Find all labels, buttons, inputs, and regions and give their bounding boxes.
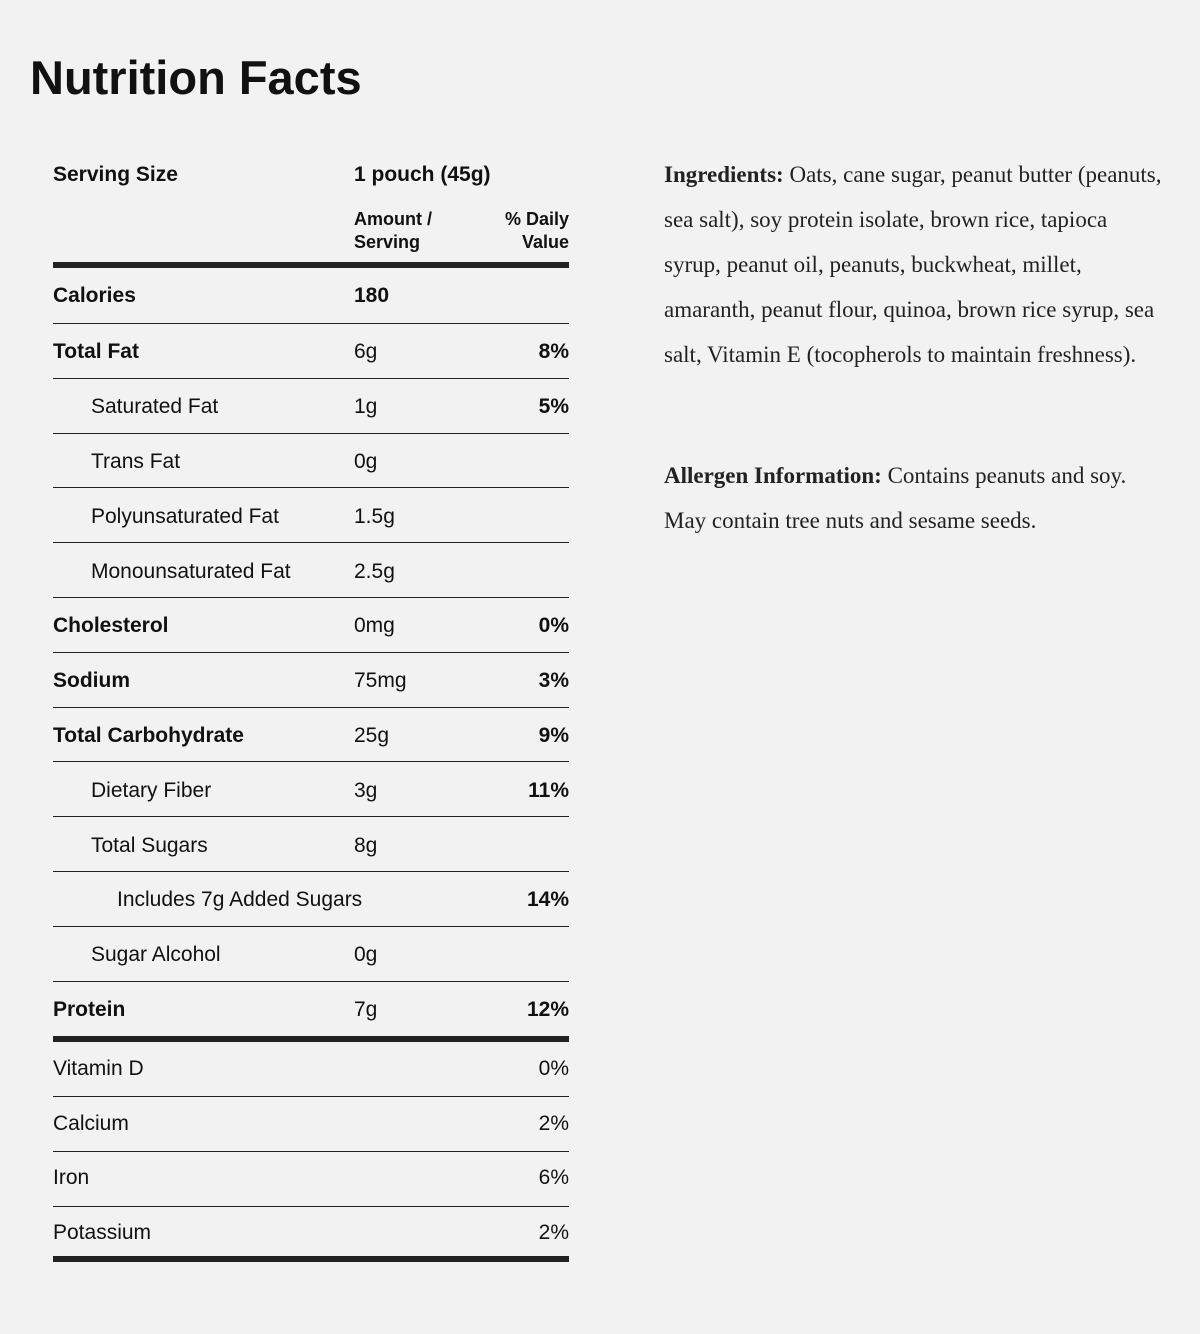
nutrient-label: Polyunsaturated Fat [91,504,279,528]
row-rule [53,1205,569,1207]
nutrient-daily-value: 5% [538,395,569,419]
nutrient-amount: 8g [354,833,378,857]
row-rule [53,542,569,544]
nutrient-label: Saturated Fat [91,395,219,419]
nutrient-amount: 2.5g [354,559,395,583]
row-rule [53,1151,569,1152]
amount-header: Amount / Serving [354,209,432,252]
nutrient-amount: 1g [354,395,378,419]
allergens-label: Allergen Information: [664,463,882,488]
allergens-text: Contains peanuts and soy. May contain tr… [664,463,1127,533]
nutrient-amount: 0mg [354,614,395,638]
nutrient-amount: 75mg [354,669,407,693]
nutrient-daily-value: 14% [526,888,569,912]
row-rule [53,432,569,434]
vitamin-daily-value: 6% [538,1166,569,1190]
nutrient-amount: 0g [354,450,378,473]
ingredients: Ingredients: Oats, cane sugar, peanut bu… [664,152,1164,377]
nutrient-label: Includes 7g Added Sugars [117,888,363,912]
row-rule [53,925,569,927]
ingredients-label: Ingredients: [664,162,784,187]
calories-amount: 180 [354,284,390,307]
nutrition-table: Serving Size 1 pouch (45g) Amount / Serv… [53,0,569,1334]
nutrient-amount: 7g [354,998,378,1021]
nutrient-label: Protein [53,998,126,1021]
nutrient-label: Cholesterol [53,614,169,638]
nutrient-daily-value: 9% [538,724,569,747]
nutrient-label: Total Carbohydrate [53,724,244,747]
nutrient-daily-value: 0% [538,614,569,638]
row-rule [53,706,569,708]
vitamin-label: Iron [53,1166,90,1190]
nutrient-amount: 25g [354,724,390,747]
nutrient-amount: 1.5g [354,504,395,528]
nutrient-label: Total Sugars [91,833,208,857]
row-rule [53,487,569,489]
nutrient-amount: 6g [354,340,378,364]
nutrient-label: Trans Fat [91,450,181,473]
ingredients-text: Oats, cane sugar, peanut butter (peanuts… [664,162,1162,367]
calories-label: Calories [53,284,136,307]
row-rule [53,980,569,982]
thick-rule [53,1036,569,1043]
row-rule [53,761,569,763]
title: Nutrition Facts [30,51,362,104]
row-rule [53,1096,569,1098]
nutrient-daily-value: 3% [538,669,569,693]
row-rule [53,651,569,653]
nutrient-label: Dietary Fiber [91,778,212,802]
nutrient-amount: 0g [354,943,378,967]
row-rule [53,377,569,379]
vitamin-label: Calcium [53,1111,129,1135]
nutrient-daily-value: 8% [538,340,569,364]
allergens: Allergen Information: Contains peanuts a… [664,453,1164,543]
nutrient-label: Sodium [53,669,130,693]
serving-size-label: Serving Size [53,163,178,186]
thick-rule [53,262,569,268]
row-rule [53,323,569,324]
nutrient-daily-value: 12% [526,998,569,1021]
row-rule [53,871,569,872]
serving-size: 1 pouch (45g) [354,163,491,186]
nutrient-label: Sugar Alcohol [91,943,221,967]
vitamin-label: Potassium [53,1221,152,1245]
nutrient-amount: 3g [354,778,378,802]
vitamin-daily-value: 2% [538,1111,569,1135]
thick-rule [53,1255,569,1262]
nutrient-daily-value: 11% [528,778,569,802]
vitamin-daily-value: 0% [538,1056,569,1080]
row-rule [53,816,569,818]
vitamin-daily-value: 2% [538,1221,569,1245]
row-rule [53,597,569,598]
nutrient-label: Monounsaturated Fat [91,559,291,583]
vitamin-label: Vitamin D [53,1056,144,1080]
nutrient-label: Total Fat [53,340,139,364]
daily-value-header: % Daily Value [504,209,569,252]
